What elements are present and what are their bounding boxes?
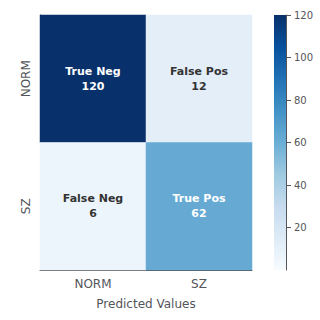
svg-text:SZ: SZ	[191, 277, 207, 291]
svg-text:20: 20	[294, 222, 307, 233]
svg-text:120: 120	[294, 10, 313, 21]
svg-text:62: 62	[191, 207, 206, 220]
svg-text:False Neg: False Neg	[63, 192, 123, 205]
svg-text:6: 6	[89, 207, 97, 220]
svg-text:80: 80	[294, 95, 307, 106]
svg-text:100: 100	[294, 52, 313, 63]
svg-text:False Pos: False Pos	[170, 65, 229, 78]
svg-text:SZ: SZ	[19, 198, 33, 214]
svg-text:60: 60	[294, 137, 307, 148]
svg-text:True Neg: True Neg	[65, 65, 120, 78]
svg-text:120: 120	[82, 80, 105, 93]
svg-text:NORM: NORM	[74, 277, 111, 291]
svg-text:Predicted Values: Predicted Values	[96, 297, 195, 311]
svg-text:True Pos: True Pos	[172, 192, 225, 205]
svg-text:12: 12	[191, 80, 206, 93]
svg-text:40: 40	[294, 180, 307, 191]
svg-text:NORM: NORM	[19, 60, 33, 97]
